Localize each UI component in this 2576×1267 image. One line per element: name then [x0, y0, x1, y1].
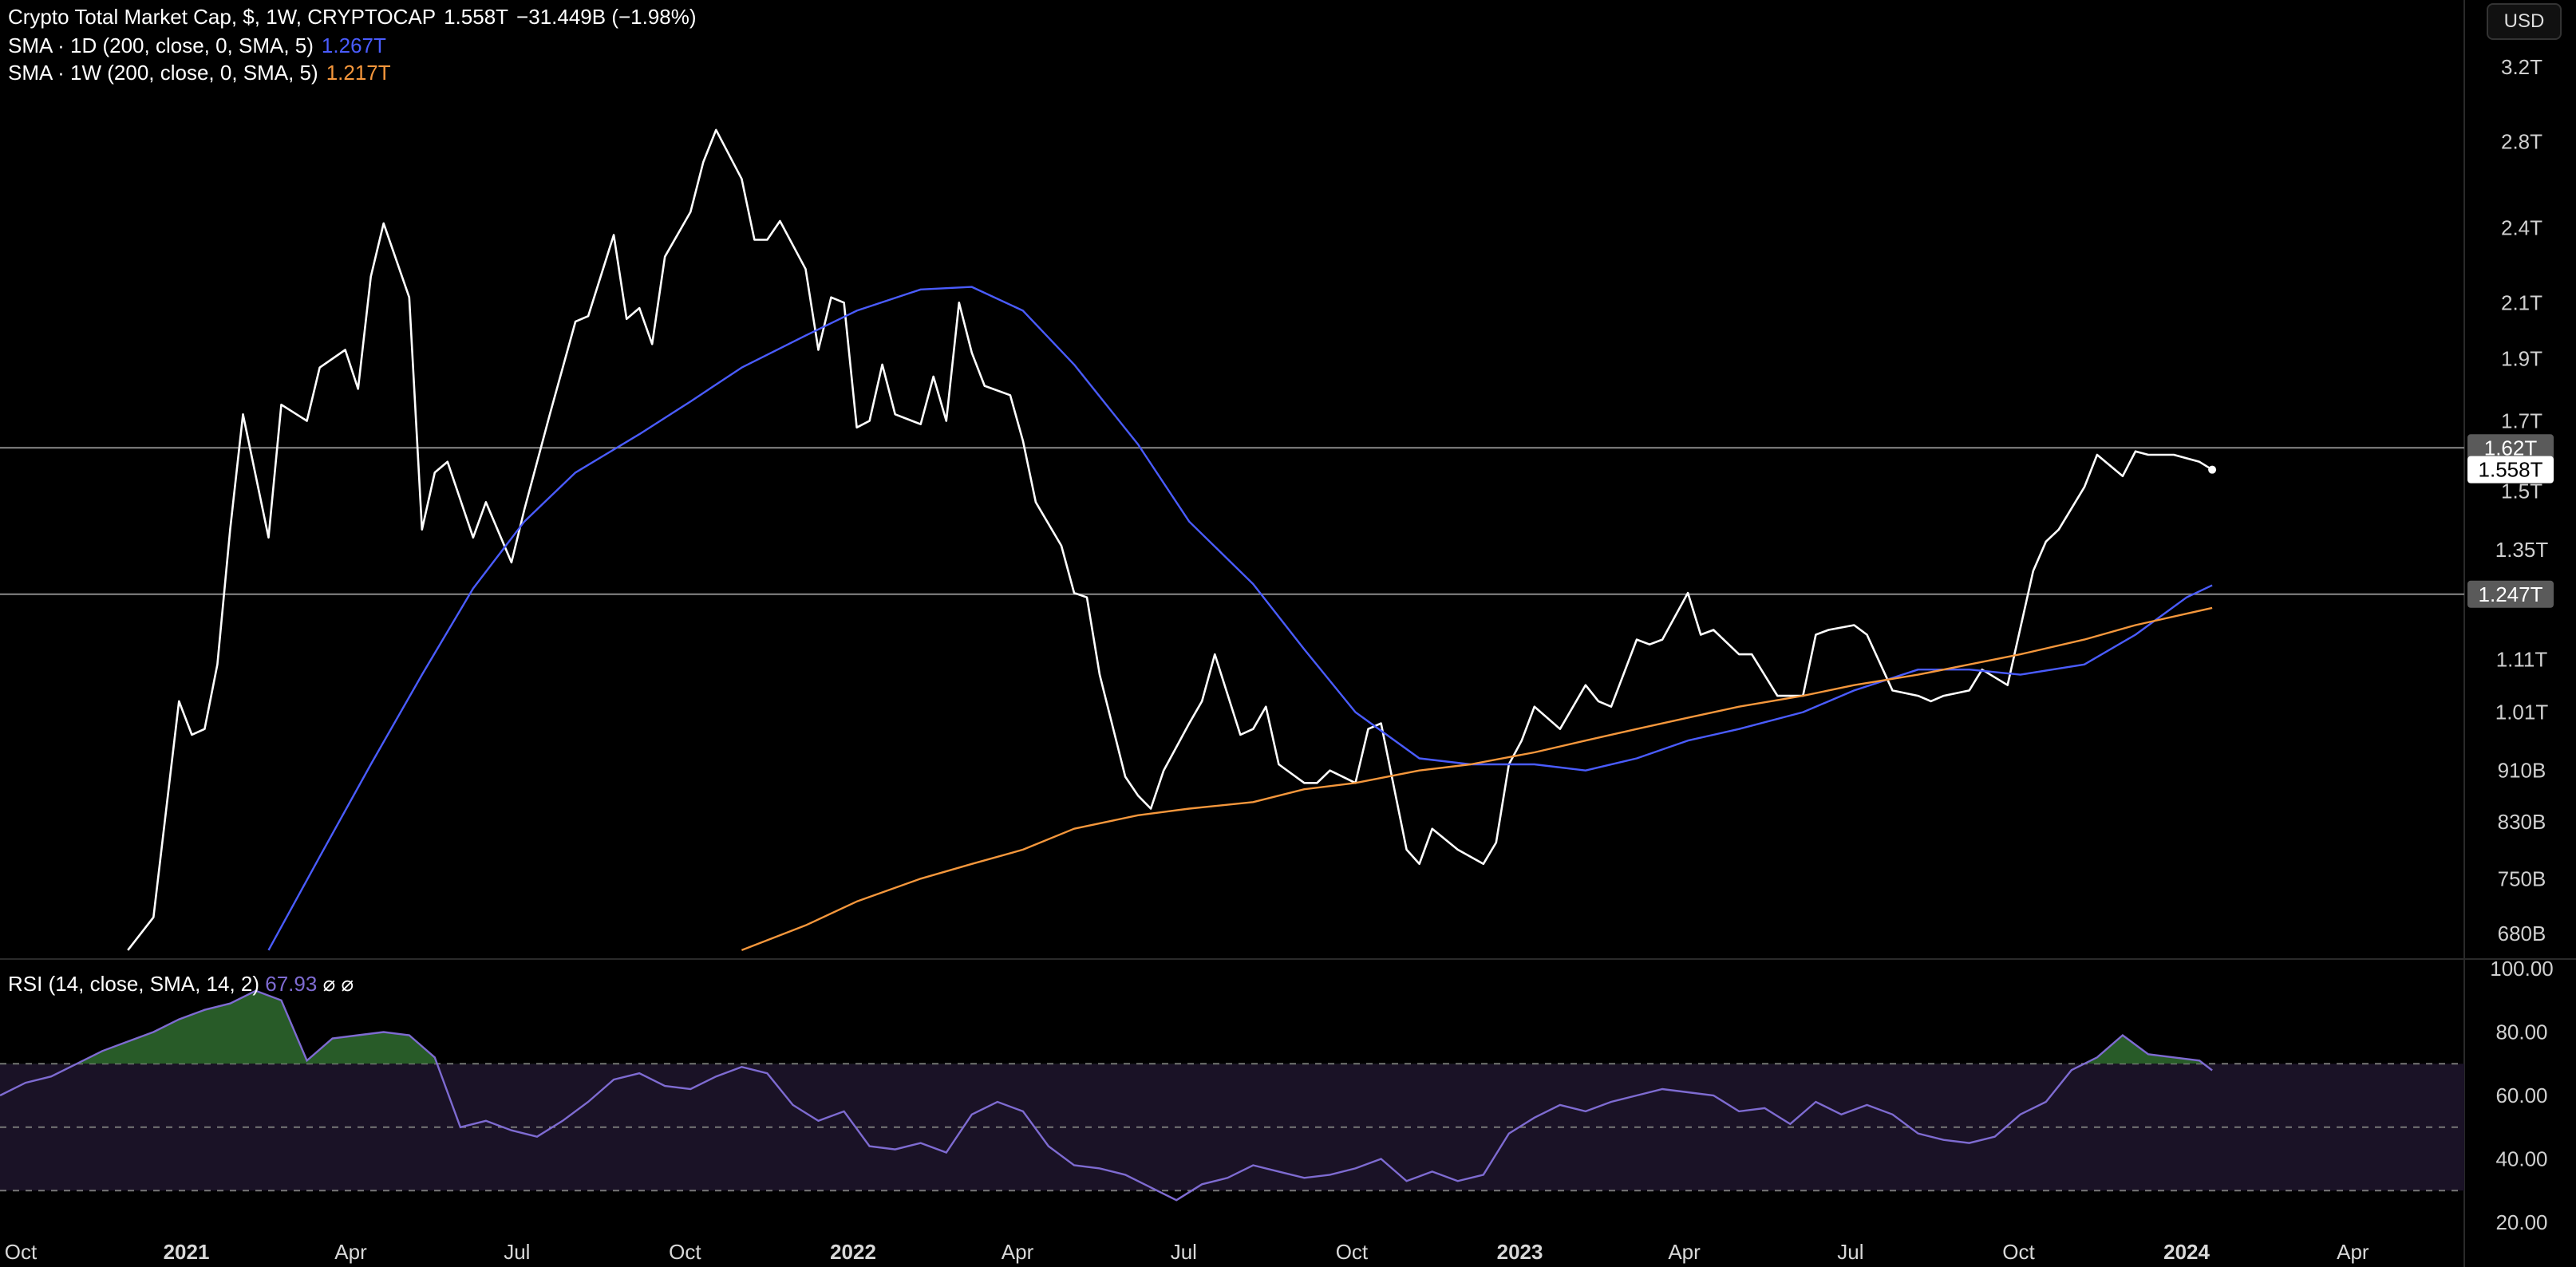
time-axis-tick: 2024	[2163, 1240, 2210, 1264]
price-tag-label-1: 1.558T	[2479, 458, 2543, 482]
visibility-off-icon[interactable]: ⌀	[322, 972, 336, 996]
rsi-legend: RSI (14, close, SMA, 14, 2) 67.93 ⌀ ⌀	[8, 972, 354, 997]
time-axis-tick: Oct	[1336, 1240, 1369, 1264]
price-tag-label-0: 1.62T	[2484, 436, 2538, 460]
rsi-axis-tick: 60.00	[2495, 1083, 2547, 1107]
price-axis-tick: 2.8T	[2501, 130, 2542, 154]
time-axis-tick: Oct	[2002, 1240, 2035, 1264]
rsi-overbought-fill	[0, 990, 2213, 1064]
price-axis-tick: 2.4T	[2501, 216, 2542, 240]
price-axis-tick: 2.1T	[2501, 290, 2542, 314]
time-axis-tick: Jul	[1171, 1240, 1197, 1264]
price-axis-tick: 750B	[2498, 866, 2546, 890]
price-axis-tick: 910B	[2498, 759, 2546, 783]
rsi-line	[0, 989, 2213, 1202]
last-price-dot	[2208, 465, 2217, 474]
price-axis-tick: 3.2T	[2501, 55, 2542, 79]
symbol-change: −31.449B (−1.98%)	[516, 5, 697, 29]
main-legend: Crypto Total Market Cap, $, 1W, CRYPTOCA…	[8, 3, 705, 30]
rsi-axis-tick: 100.00	[2490, 957, 2554, 981]
sma1d-value: 1.267T	[321, 34, 386, 57]
symbol-price: 1.558T	[444, 5, 509, 29]
time-axis-tick: 2023	[1497, 1240, 1543, 1264]
time-axis-tick: Jul	[504, 1240, 530, 1264]
sma1w-legend: SMA · 1W (200, close, 0, SMA, 5) 1.217T	[8, 59, 399, 86]
sma-1w-line	[741, 606, 2213, 952]
time-axis-tick: Apr	[2337, 1240, 2369, 1264]
price-series-line	[127, 128, 2213, 951]
price-axis-tick: 1.9T	[2501, 347, 2542, 371]
symbol-title: Crypto Total Market Cap, $, 1W, CRYPTOCA…	[8, 5, 437, 29]
rsi-axis-tick: 80.00	[2495, 1020, 2547, 1044]
rsi-axis-tick: 40.00	[2495, 1147, 2547, 1171]
rsi-axis-tick: 20.00	[2495, 1210, 2547, 1234]
currency-button[interactable]: USD	[2487, 3, 2562, 40]
time-axis-tick: Oct	[669, 1240, 701, 1264]
time-axis-tick: Apr	[1668, 1240, 1701, 1264]
rsi-value: 67.93	[265, 972, 318, 996]
price-axis-tick: 1.35T	[2495, 538, 2549, 562]
price-axis-tick: 1.11T	[2496, 647, 2548, 671]
time-axis-tick: Oct	[5, 1240, 38, 1264]
price-axis-tick: 1.7T	[2501, 409, 2542, 433]
main-plot	[127, 128, 2217, 952]
time-axis-tick: 2022	[830, 1240, 876, 1264]
sma1d-label: SMA · 1D (200, close, 0, SMA, 5)	[8, 34, 314, 57]
price-axis-tick: 680B	[2498, 922, 2546, 945]
price-axis-tick: 1.01T	[2495, 701, 2549, 724]
visibility-off-icon-2[interactable]: ⌀	[341, 972, 354, 996]
price-tag-box-0	[2467, 434, 2554, 462]
rsi-plot	[0, 989, 2464, 1202]
time-axis-tick: Jul	[1837, 1240, 1863, 1264]
price-tag-box-1	[2467, 456, 2554, 484]
time-axis-tick: Apr	[1002, 1240, 1034, 1264]
sma1w-label: SMA · 1W (200, close, 0, SMA, 5)	[8, 61, 318, 85]
time-axis-tick: Apr	[334, 1240, 367, 1264]
time-axis-tick: 2021	[164, 1240, 210, 1264]
sma1d-legend: SMA · 1D (200, close, 0, SMA, 5) 1.267T	[8, 32, 394, 59]
sma1w-value: 1.217T	[326, 61, 391, 85]
price-tag-box-2	[2467, 580, 2554, 608]
rsi-label: RSI (14, close, SMA, 14, 2)	[8, 972, 260, 996]
sma-1d-line	[267, 286, 2213, 951]
price-axis-tick: 830B	[2498, 810, 2546, 834]
price-tag-label-2: 1.247T	[2479, 582, 2543, 606]
